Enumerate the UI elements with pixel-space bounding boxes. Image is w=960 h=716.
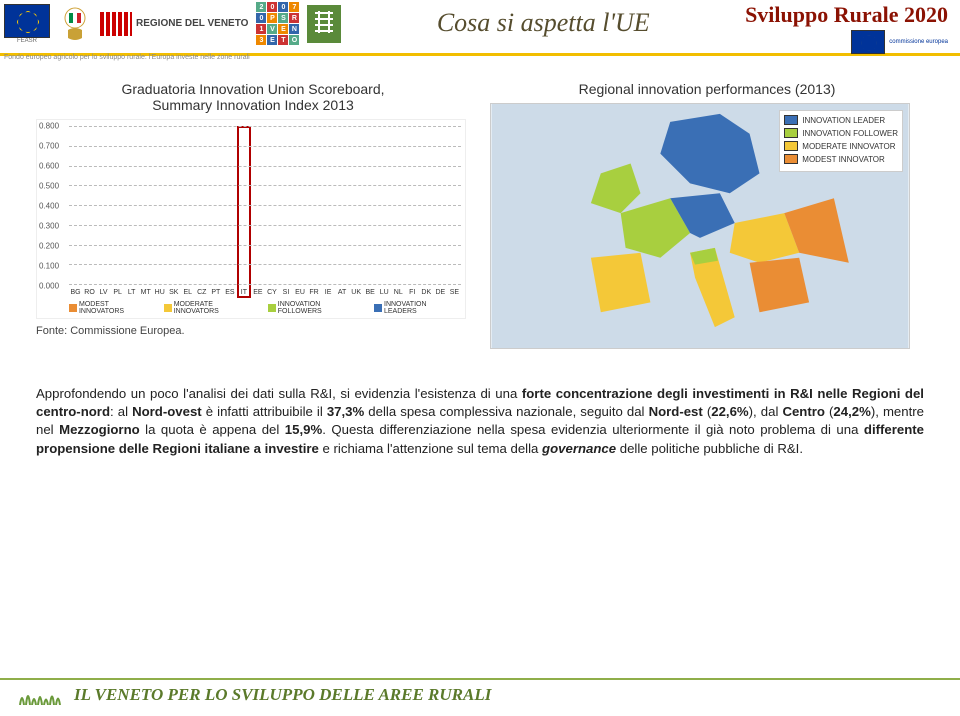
left-column: Graduatoria Innovation Union Scoreboard,… — [36, 81, 470, 349]
slide-title: Cosa si aspetta l'UE — [341, 2, 745, 38]
map-legend: INNOVATION LEADERINNOVATION FOLLOWERMODE… — [779, 110, 903, 172]
two-column-row: Graduatoria Innovation Union Scoreboard,… — [36, 81, 924, 349]
eu-flag-icon — [4, 4, 50, 38]
veneto-flag-icon — [100, 12, 132, 36]
brand-subtext: commissione europea — [889, 39, 948, 45]
header: FEASR REGIONE DEL VENETO 2007 0PSR 1VEN … — [0, 0, 960, 56]
italy-emblem-icon — [58, 4, 92, 44]
right-map-title: Regional innovation performances (2013) — [490, 81, 924, 97]
eu-flag-small-icon — [851, 30, 885, 54]
europe-map: INNOVATION LEADERINNOVATION FOLLOWERMODE… — [490, 103, 910, 349]
map-balkans — [750, 258, 810, 313]
veneto-label: REGIONE DEL VENETO — [136, 18, 248, 29]
chart-source: Fonte: Commissione Europea. — [36, 325, 470, 337]
map-iberia — [591, 253, 651, 313]
chart-legend: MODEST INNOVATORSMODERATE INNOVATORSINNO… — [69, 301, 461, 315]
logos-left: FEASR REGIONE DEL VENETO 2007 0PSR 1VEN … — [4, 2, 341, 45]
veneto-logo: REGIONE DEL VENETO — [100, 12, 248, 36]
chart-plot-area: BGROLVPLLTMTHUSKELCZPTESITEECYSIEUFRIEAT… — [69, 126, 461, 284]
right-column: Regional innovation performances (2013) — [490, 81, 924, 349]
bar-chart: BGROLVPLLTMTHUSKELCZPTESITEECYSIEUFRIEAT… — [36, 119, 466, 319]
content: Graduatoria Innovation Union Scoreboard,… — [0, 61, 960, 458]
psr-grid-icon: 2007 0PSR 1VEN 3ETO — [256, 2, 299, 45]
left-chart-title: Graduatoria Innovation Union Scoreboard,… — [36, 81, 470, 113]
analysis-paragraph: Approfondendo un poco l'analisi dei dati… — [36, 385, 924, 458]
eu-feasr-block: FEASR — [4, 4, 50, 44]
footer: IL VENETO PER LO SVILUPPO DELLE AREE RUR… — [0, 678, 960, 710]
footer-text: IL VENETO PER LO SVILUPPO DELLE AREE RUR… — [74, 685, 491, 705]
brand-eu-row: commissione europea — [851, 30, 948, 54]
header-subcaption: Fondo europeo agricolo per lo sviluppo r… — [0, 54, 960, 61]
feasr-label: FEASR — [4, 38, 50, 44]
brand-title: Sviluppo Rurale 2020 — [745, 2, 948, 28]
grass-icon — [18, 685, 64, 705]
leader-logo-icon — [307, 5, 341, 43]
brand-block: Sviluppo Rurale 2020 commissione europea — [745, 2, 956, 54]
